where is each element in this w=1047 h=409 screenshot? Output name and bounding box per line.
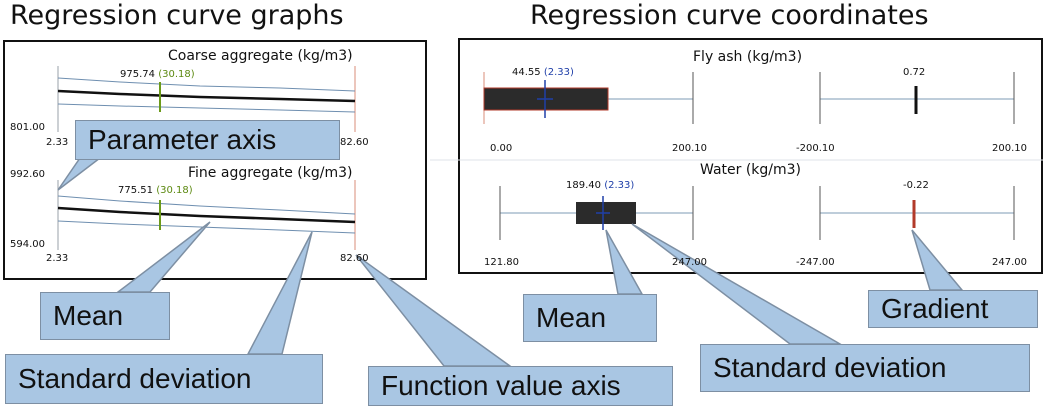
graph1-title: Coarse aggregate (kg/m3) xyxy=(168,48,353,64)
graph1-std-lower xyxy=(57,103,356,113)
graph1-x-min: 2.33 xyxy=(46,137,69,148)
row1-gradient-value: 0.72 xyxy=(903,67,926,78)
mean-right-pointer xyxy=(605,229,644,295)
parameter-axis-callout: Parameter axis xyxy=(75,120,340,160)
mean-left-callout: Mean xyxy=(40,292,170,340)
parameter-axis-pointer xyxy=(57,157,103,191)
function-axis-callout: Function value axis xyxy=(368,366,673,406)
row1-mean-min: 0.00 xyxy=(490,143,513,154)
graph1-value-label: 975.74 (30.18) xyxy=(120,70,195,80)
row2-grad-max: 247.00 xyxy=(992,257,1027,268)
row2-mean-max: 247.00 xyxy=(672,257,707,268)
graph2-axis-min: 594.00 xyxy=(10,239,45,250)
gradient-pointer xyxy=(911,229,964,291)
row1-std-value: (2.33) xyxy=(543,67,574,78)
graph2-x-max: 82.60 xyxy=(340,253,369,264)
graph2-std-value: (30.18) xyxy=(156,185,193,196)
std-right-callout: Standard deviation xyxy=(700,344,1030,392)
row1-title: Fly ash (kg/m3) xyxy=(693,49,803,65)
graph2-title: Fine aggregate (kg/m3) xyxy=(188,165,353,181)
std-right-pointer xyxy=(631,223,843,345)
right-heading: Regression curve coordinates xyxy=(530,0,929,31)
graph1-mean-curve xyxy=(57,89,356,103)
graph1-axis-min: 801.00 xyxy=(10,122,45,133)
graph2-value-label: 775.51 (30.18) xyxy=(118,186,193,196)
left-heading: Regression curve graphs xyxy=(10,0,344,31)
row2-mean-min: 121.80 xyxy=(484,257,519,268)
graph2-axis-top: 992.60 xyxy=(10,169,45,180)
row2-gradient-value: -0.22 xyxy=(903,180,929,191)
graph2-x-min: 2.33 xyxy=(46,253,69,264)
graph1-std-value: (30.18) xyxy=(158,69,195,80)
graph1-mean-value: 975.74 xyxy=(120,69,155,80)
graph2-mean-curve xyxy=(57,206,356,224)
mean-left-pointer xyxy=(115,221,211,293)
row1-grad-max: 200.10 xyxy=(992,143,1027,154)
function-axis-pointer xyxy=(355,254,513,367)
row2-value-label: 189.40 (2.33) xyxy=(566,181,634,191)
row1-grad-min: -200.10 xyxy=(796,143,835,154)
row2-title: Water (kg/m3) xyxy=(700,162,802,178)
std-left-pointer xyxy=(246,231,313,355)
graph2-mean-value: 775.51 xyxy=(118,185,153,196)
regression-coordinates-panel xyxy=(458,38,1043,274)
row2-std-value: (2.33) xyxy=(604,180,635,191)
graph1-x-max: 82.60 xyxy=(340,137,369,148)
graph1-std-upper xyxy=(57,77,356,92)
regression-graphs-panel xyxy=(3,40,427,280)
row1-value-label: 44.55 (2.33) xyxy=(512,68,574,78)
mean-right-callout: Mean xyxy=(523,294,657,342)
graph2-std-lower xyxy=(57,220,356,234)
row1-mean-value: 44.55 xyxy=(512,67,541,78)
row1-mean-max: 200.10 xyxy=(672,143,707,154)
row2-grad-min: -247.00 xyxy=(796,257,835,268)
graph2-std-upper xyxy=(57,195,356,215)
gradient-callout: Gradient xyxy=(868,290,1038,328)
std-left-callout: Standard deviation xyxy=(5,354,323,404)
row2-mean-value: 189.40 xyxy=(566,180,601,191)
